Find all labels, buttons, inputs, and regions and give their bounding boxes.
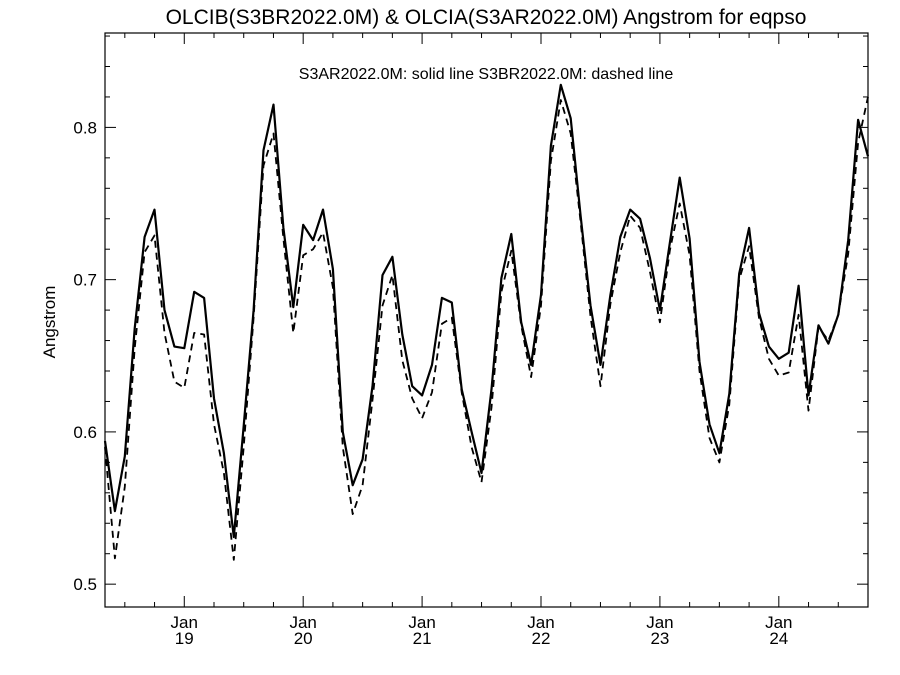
legend-annotation: S3AR2022.0M: solid line S3BR2022.0M: das… xyxy=(299,66,674,83)
series-layer xyxy=(103,83,870,561)
axis-ticks: 0.50.60.70.8Jan19Jan20Jan21Jan22Jan23Jan… xyxy=(73,33,869,648)
x-tick-label-month: Jan xyxy=(646,613,673,632)
x-tick-label-year: 20 xyxy=(294,629,313,648)
plot-frame xyxy=(104,32,869,608)
x-tick-label-year: 19 xyxy=(175,629,194,648)
x-tick-label-month: Jan xyxy=(527,613,554,632)
series-line-s3ar2022-0m xyxy=(103,83,870,539)
x-tick-label-year: 23 xyxy=(650,629,669,648)
y-axis-label: Angstrom xyxy=(40,286,59,359)
y-tick-label: 0.6 xyxy=(73,423,97,442)
x-tick-label-month: Jan xyxy=(289,613,316,632)
series-line-s3br2022-0m xyxy=(104,96,869,561)
y-tick-label: 0.7 xyxy=(73,271,97,290)
x-tick-label-year: 24 xyxy=(769,629,788,648)
x-tick-label-month: Jan xyxy=(408,613,435,632)
x-tick-label-month: Jan xyxy=(171,613,198,632)
y-tick-label: 0.8 xyxy=(73,118,97,137)
x-tick-label-year: 21 xyxy=(413,629,432,648)
x-tick-label-month: Jan xyxy=(765,613,792,632)
chart-title: OLCIB(S3BR2022.0M) & OLCIA(S3AR2022.0M) … xyxy=(166,6,807,29)
y-tick-label: 0.5 xyxy=(73,575,97,594)
x-tick-label-year: 22 xyxy=(532,629,551,648)
